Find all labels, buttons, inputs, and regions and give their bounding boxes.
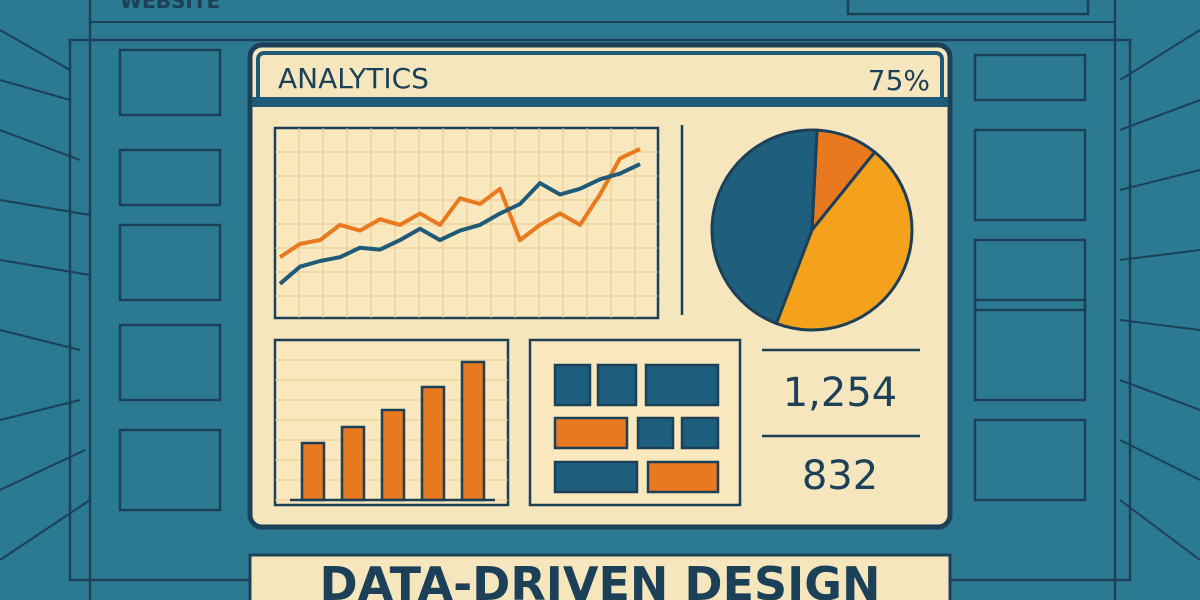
stat-value: 1,254 xyxy=(783,370,898,416)
line-series xyxy=(278,162,641,286)
pie-slice xyxy=(774,150,914,332)
speed-lines xyxy=(0,29,1200,561)
side-block xyxy=(118,48,222,117)
side-block xyxy=(973,418,1087,502)
window-outline xyxy=(88,0,1117,600)
dashboard-title: ANALYTICS xyxy=(278,62,429,95)
line-series xyxy=(278,147,641,259)
bar xyxy=(300,441,326,502)
side-block xyxy=(973,298,1087,402)
percent-label: 75% xyxy=(868,64,930,97)
header-rule xyxy=(252,97,948,107)
side-block xyxy=(118,323,222,402)
bar xyxy=(380,408,406,502)
stat-value: 832 xyxy=(802,453,878,499)
block-grid xyxy=(553,363,720,494)
side-block xyxy=(118,428,222,512)
side-block xyxy=(973,128,1087,222)
side-block xyxy=(973,238,1087,312)
side-block xyxy=(118,223,222,302)
bar xyxy=(460,360,486,502)
side-block xyxy=(973,53,1087,102)
bar xyxy=(340,425,366,502)
search-box xyxy=(846,0,1090,16)
banner xyxy=(248,553,952,600)
side-block xyxy=(118,148,222,207)
browser-label: WEBSITE xyxy=(120,0,220,13)
pie-slice xyxy=(710,128,819,326)
bar xyxy=(420,385,446,502)
banner-title: DATA-DRIVEN DESIGN xyxy=(319,557,880,600)
